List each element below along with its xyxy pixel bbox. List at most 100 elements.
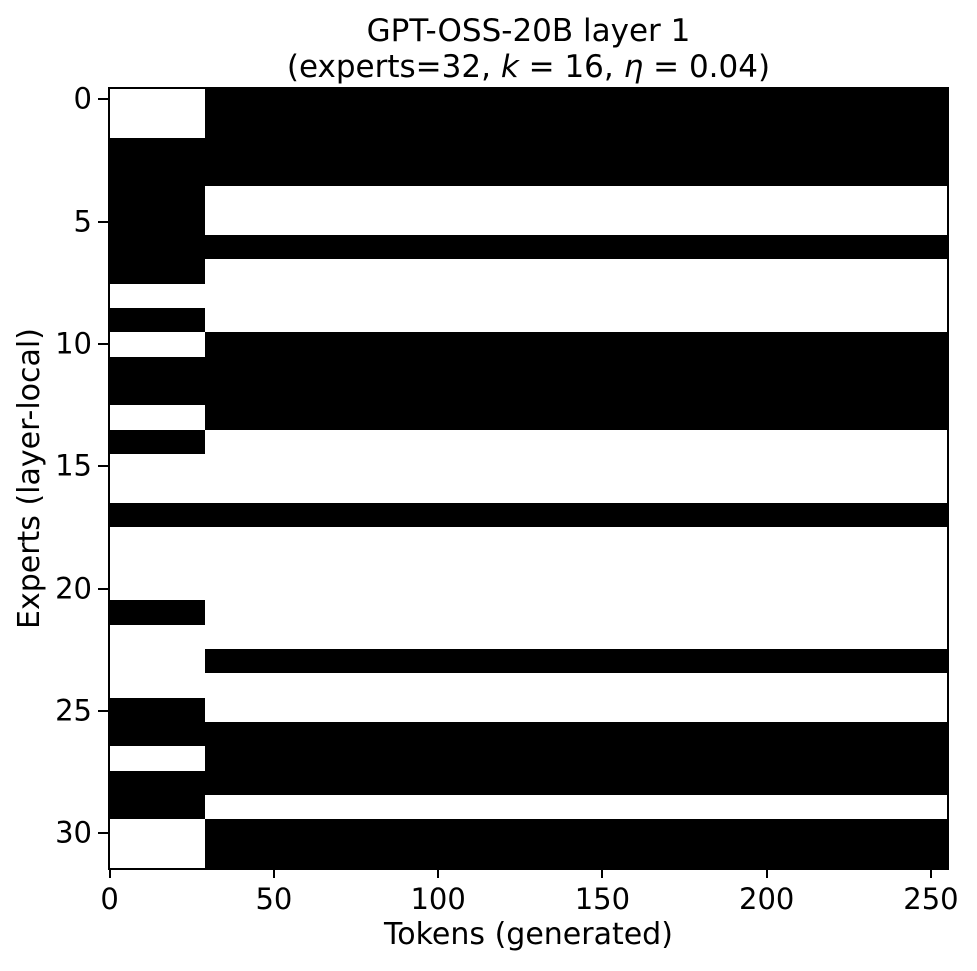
heatmap-row	[110, 600, 947, 625]
heatmap-row	[110, 186, 947, 211]
x-tick-mark	[437, 870, 440, 878]
cell-late-tokens	[204, 478, 947, 503]
x-tick-mark	[765, 870, 768, 878]
cell-early-tokens	[110, 405, 205, 430]
cell-late-tokens	[204, 186, 947, 211]
x-tick-label: 50	[255, 882, 293, 916]
cell-late-tokens	[204, 259, 947, 284]
cell-late-tokens	[204, 454, 947, 479]
heatmap-row	[110, 551, 947, 576]
heatmap-row	[110, 283, 947, 309]
subtitle-text: = 0.04)	[643, 49, 771, 85]
cell-early-tokens	[110, 551, 205, 576]
heatmap-row	[110, 624, 947, 649]
subtitle-text: = 16,	[518, 49, 624, 85]
cell-early-tokens	[110, 721, 205, 747]
cell-late-tokens	[204, 819, 947, 844]
cell-late-tokens	[204, 697, 947, 722]
heatmap-row	[110, 113, 947, 138]
y-tick-mark	[98, 98, 108, 101]
heatmap-row	[110, 770, 947, 795]
cell-late-tokens	[204, 843, 947, 868]
cell-early-tokens	[110, 600, 205, 625]
cell-late-tokens	[204, 527, 947, 552]
heatmap-row	[110, 137, 947, 163]
cell-early-tokens	[110, 283, 205, 309]
heatmap-row	[110, 819, 947, 844]
cell-early-tokens	[110, 746, 205, 771]
cell-early-tokens	[110, 502, 205, 528]
cell-early-tokens	[110, 113, 205, 138]
y-tick-label: 15	[55, 448, 92, 483]
y-tick-mark	[98, 709, 108, 712]
y-tick-label: 0	[73, 81, 92, 116]
x-tick-label: 150	[574, 882, 631, 916]
heatmap-row	[110, 429, 947, 455]
cell-late-tokens	[204, 332, 947, 357]
heatmap-row	[110, 478, 947, 503]
cell-early-tokens	[110, 770, 205, 795]
cell-early-tokens	[110, 210, 205, 236]
heatmap-row	[110, 356, 947, 382]
cell-late-tokens	[204, 551, 947, 576]
x-axis-tick-labels: 0 50 100 150 200 250	[100, 882, 958, 916]
y-tick-mark	[98, 587, 108, 590]
cell-late-tokens	[204, 746, 947, 771]
cell-early-tokens	[110, 89, 205, 114]
x-tick-label: 100	[410, 882, 466, 916]
cell-early-tokens	[110, 624, 205, 649]
chart-title: GPT-OSS-20B layer 1	[366, 13, 691, 49]
heatmap-row	[110, 673, 947, 698]
cell-late-tokens	[204, 235, 947, 260]
cell-late-tokens	[204, 794, 947, 820]
heatmap-row	[110, 697, 947, 722]
cell-early-tokens	[110, 673, 205, 698]
cell-late-tokens	[204, 308, 947, 333]
cell-late-tokens	[204, 356, 947, 382]
heatmap-row	[110, 210, 947, 236]
heatmap-row	[110, 454, 947, 479]
heatmap-row	[110, 332, 947, 357]
heatmap-row	[110, 648, 947, 674]
cell-early-tokens	[110, 648, 205, 674]
heatmap-row	[110, 575, 947, 601]
y-tick-label: 25	[55, 693, 92, 728]
cell-early-tokens	[110, 697, 205, 722]
x-tick-mark	[929, 870, 932, 878]
cell-early-tokens	[110, 794, 205, 820]
subtitle-eta-symbol: η	[623, 49, 644, 85]
cell-early-tokens	[110, 186, 205, 211]
heatmap-row	[110, 89, 947, 114]
cell-late-tokens	[204, 162, 947, 187]
cell-late-tokens	[204, 429, 947, 455]
cell-early-tokens	[110, 454, 205, 479]
cell-late-tokens	[204, 405, 947, 430]
y-tick-mark	[98, 465, 108, 468]
cell-early-tokens	[110, 819, 205, 844]
y-tick-mark	[98, 220, 108, 223]
cell-late-tokens	[204, 770, 947, 795]
chart-title-block: GPT-OSS-20B layer 1 (experts=32, k = 16,…	[108, 13, 949, 85]
cell-early-tokens	[110, 162, 205, 187]
cell-late-tokens	[204, 113, 947, 138]
x-axis-label: Tokens (generated)	[384, 917, 673, 952]
cell-early-tokens	[110, 575, 205, 601]
y-axis-ticks	[98, 87, 108, 870]
cell-early-tokens	[110, 308, 205, 333]
heatmap-row	[110, 381, 947, 406]
cell-late-tokens	[204, 502, 947, 528]
cell-late-tokens	[204, 381, 947, 406]
heatmap-row	[110, 235, 947, 260]
x-tick-label: 0	[100, 882, 119, 916]
heatmap-row	[110, 721, 947, 747]
cell-late-tokens	[204, 575, 947, 601]
x-tick-mark	[272, 870, 275, 878]
plot-area	[108, 87, 949, 870]
cell-early-tokens	[110, 429, 205, 455]
heatmap-row	[110, 746, 947, 771]
cell-late-tokens	[204, 89, 947, 114]
cell-early-tokens	[110, 332, 205, 357]
subtitle-text: (experts=32,	[286, 49, 501, 85]
x-tick-label: 200	[738, 882, 795, 916]
